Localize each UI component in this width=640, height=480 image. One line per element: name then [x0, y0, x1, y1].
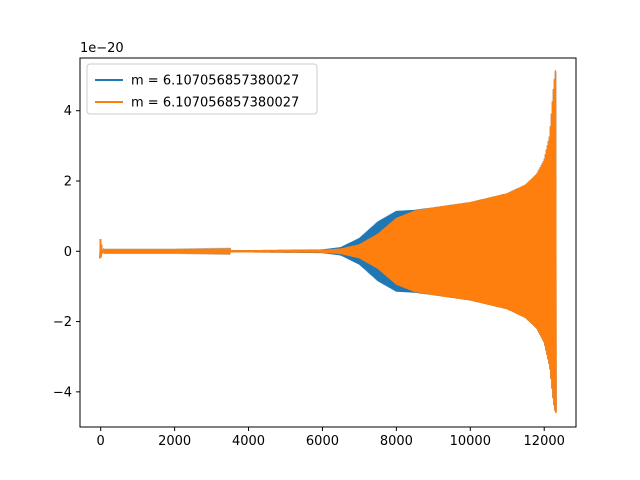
x-tick-label: 0	[97, 434, 105, 449]
legend-label-1: m = 6.107056857380027	[131, 74, 299, 89]
x-tick-label: 2000	[158, 434, 191, 449]
y-axis-ticks: −4 −2 0 2 4	[53, 104, 80, 400]
x-tick-label: 8000	[380, 434, 413, 449]
y-tick-label: 4	[64, 104, 72, 119]
y-offset-label: 1e−20	[80, 41, 124, 56]
legend-label-2: m = 6.107056857380027	[131, 96, 299, 111]
legend-box	[86, 63, 318, 115]
y-tick-label: 2	[64, 175, 72, 190]
y-tick-label: 0	[64, 245, 72, 260]
y-tick-label: −2	[53, 315, 72, 330]
x-tick-label: 4000	[232, 434, 265, 449]
x-tick-label: 10000	[450, 434, 491, 449]
y-tick-label: −4	[53, 385, 72, 400]
series-layer	[99, 70, 557, 413]
axes-frame	[79, 57, 577, 428]
legend: m = 6.107056857380027 m = 6.1070568573800…	[86, 63, 318, 115]
x-tick-label: 12000	[524, 434, 565, 449]
x-tick-label: 6000	[306, 434, 339, 449]
x-axis-ticks: 0 2000 4000 6000 8000 10000 12000	[97, 427, 565, 449]
